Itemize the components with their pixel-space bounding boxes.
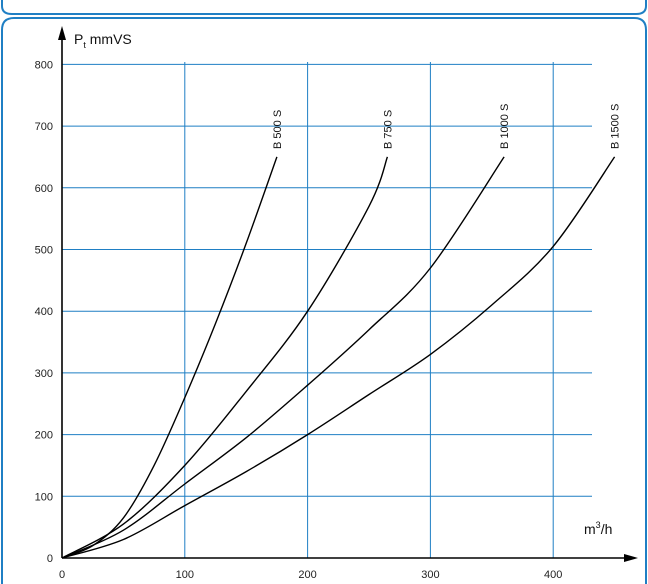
- curve-b-500-s: [61, 156, 278, 559]
- series-labels: B 500 S B 750 S B 1000 S B 1500 S: [272, 104, 622, 149]
- y-tick-label-800: 800: [35, 59, 53, 71]
- chart-frame: [1, 17, 647, 584]
- curve-b-1000-s: [61, 156, 505, 559]
- curve-b-750-s: [61, 156, 389, 559]
- y-axis-title: Pt mmVS: [74, 31, 132, 50]
- series-label-b-1500-s: B 1500 S: [610, 104, 622, 149]
- curves: [61, 156, 616, 559]
- x-tick-label-200: 200: [298, 569, 316, 581]
- series-label-b-750-s: B 750 S: [382, 110, 394, 149]
- y-tick-label-600: 600: [35, 183, 53, 195]
- axes: [58, 26, 638, 562]
- series-label-b-500-s: B 500 S: [272, 110, 284, 149]
- y-axis-title-main: P: [74, 31, 83, 47]
- curve-b-1500-s: [61, 156, 616, 559]
- x-axis-unit-main: m: [584, 521, 596, 537]
- y-tick-label-700: 700: [35, 121, 53, 133]
- y-axis-title-rest: mmVS: [86, 31, 132, 47]
- y-tick-labels: 0 100 200 300 400 500 600 700 800: [35, 59, 53, 565]
- y-tick-label-0: 0: [47, 553, 53, 565]
- x-tick-label-300: 300: [421, 569, 439, 581]
- x-tick-label-100: 100: [176, 569, 194, 581]
- y-tick-label-200: 200: [35, 430, 53, 442]
- y-tick-label-300: 300: [35, 368, 53, 380]
- y-tick-label-400: 400: [35, 306, 53, 318]
- y-tick-label-100: 100: [35, 491, 53, 503]
- x-tick-label-0: 0: [59, 569, 65, 581]
- x-axis-arrow-icon: [624, 554, 638, 562]
- top-frame-edge: [1, 0, 647, 15]
- x-tick-labels: 0 100 200 300 400: [59, 569, 562, 581]
- y-axis-arrow-icon: [58, 26, 66, 40]
- series-label-b-1000-s: B 1000 S: [499, 104, 511, 149]
- x-tick-label-400: 400: [544, 569, 562, 581]
- x-axis-unit-sup: 3: [596, 520, 601, 530]
- y-tick-label-500: 500: [35, 245, 53, 257]
- x-axis-unit-rest: /h: [601, 521, 613, 537]
- grid: [62, 62, 592, 558]
- y-axis-title-sub: t: [83, 40, 86, 50]
- x-axis-unit: m3/h: [584, 520, 612, 537]
